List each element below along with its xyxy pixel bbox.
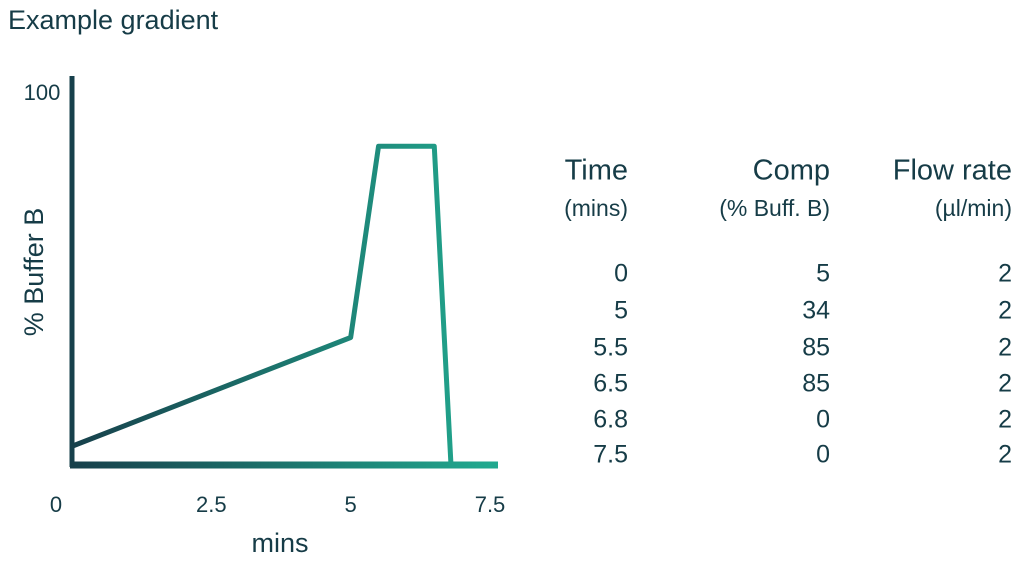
table-cell: 5 xyxy=(614,297,628,325)
table-header: Time xyxy=(565,155,628,187)
table-cell: 34 xyxy=(802,297,830,325)
x-tick-label: 7.5 xyxy=(475,492,506,517)
x-tick-label: 2.5 xyxy=(196,492,227,517)
table-cell: 0 xyxy=(816,441,830,469)
table-cell: 6.8 xyxy=(593,406,628,434)
table-cell: 0 xyxy=(614,260,628,288)
x-tick-label: 5 xyxy=(345,492,357,517)
table-cell: 2 xyxy=(998,406,1012,434)
table-cell: 2 xyxy=(998,370,1012,398)
x-axis-label: mins xyxy=(251,528,308,558)
x-tick-label: 0 xyxy=(50,492,62,517)
gradient-line xyxy=(69,143,493,468)
table-cell: 2 xyxy=(998,297,1012,325)
y-tick-label: 100 xyxy=(24,80,61,105)
table-unit: (mins) xyxy=(564,195,628,221)
table-cell: 6.5 xyxy=(593,370,628,398)
table-unit: (µl/min) xyxy=(935,195,1012,221)
y-axis-label: % Buffer B xyxy=(19,208,49,337)
table-header: Flow rate xyxy=(893,155,1012,187)
table-cell: 5.5 xyxy=(593,334,628,362)
table-cell: 2 xyxy=(998,334,1012,362)
table-cell: 2 xyxy=(998,441,1012,469)
table-cell: 7.5 xyxy=(593,441,628,469)
table-header: Comp xyxy=(753,155,830,187)
table-cell: 5 xyxy=(816,260,830,288)
table-cell: 2 xyxy=(998,260,1012,288)
chart-title: Example gradient xyxy=(8,5,219,35)
table-cell: 0 xyxy=(816,406,830,434)
table-cell: 85 xyxy=(802,370,830,398)
table-unit: (% Buff. B) xyxy=(719,195,830,221)
table-cell: 85 xyxy=(802,334,830,362)
